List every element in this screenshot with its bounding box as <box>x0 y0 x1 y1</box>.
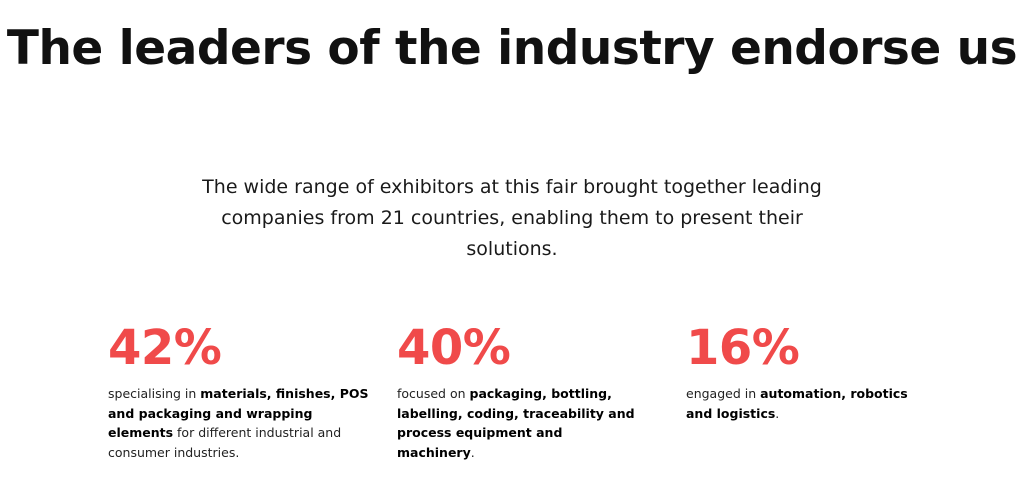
stat-description: engaged in automation, robotics and logi… <box>686 384 936 423</box>
page-subtitle: The wide range of exhibitors at this fai… <box>202 176 822 260</box>
stat-card: 42% specialising in materials, finishes,… <box>108 318 370 462</box>
stat-text: . <box>775 405 780 421</box>
stat-card: 16% engaged in automation, robotics and … <box>686 318 936 423</box>
stat-value: 42% <box>108 320 222 376</box>
stat-description: focused on packaging, bottling, labellin… <box>397 384 637 462</box>
stat-text: focused on <box>397 386 470 401</box>
stat-text: specialising in <box>108 386 201 401</box>
page-title: The leaders of the industry endorse us <box>6 21 1018 76</box>
stat-text: . <box>470 444 475 460</box>
stat-description: specialising in materials, finishes, POS… <box>108 384 370 462</box>
stat-value: 40% <box>397 320 511 376</box>
stat-value: 16% <box>686 320 800 376</box>
stat-text-bold: automation, robotics and logistics <box>686 386 908 421</box>
stat-text: engaged in <box>686 386 761 401</box>
stat-card: 40% focused on packaging, bottling, labe… <box>397 318 637 462</box>
stat-text-bold: packaging, bottling, labelling, coding, … <box>397 386 635 460</box>
stat-text-bold: materials, finishes, POS and packaging a… <box>108 386 369 440</box>
stat-text: for different industrial and consumer in… <box>108 425 342 460</box>
